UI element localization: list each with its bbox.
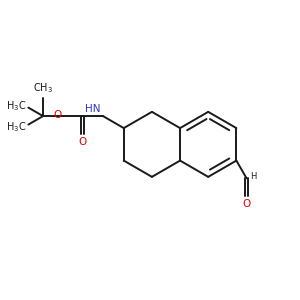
Text: HN: HN bbox=[85, 104, 101, 114]
Text: H: H bbox=[250, 172, 256, 181]
Text: O: O bbox=[242, 200, 251, 209]
Text: H$_3$C: H$_3$C bbox=[6, 120, 26, 134]
Text: CH$_3$: CH$_3$ bbox=[33, 82, 53, 95]
Text: O: O bbox=[79, 137, 87, 147]
Text: O: O bbox=[53, 110, 61, 120]
Text: H$_3$C: H$_3$C bbox=[6, 99, 26, 113]
